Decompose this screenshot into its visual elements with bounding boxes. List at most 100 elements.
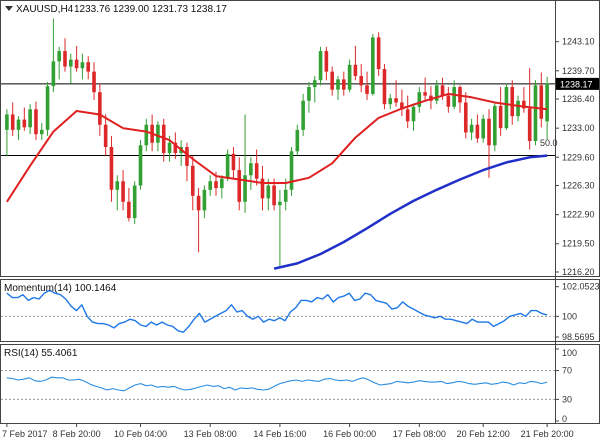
candle (365, 71, 369, 100)
price-axis: 1243.10 1239.70 1236.40 1233.00 1229.60 1226.… (555, 37, 599, 277)
candle (359, 63, 364, 93)
candle (278, 189, 282, 267)
candle (301, 93, 305, 136)
price-tick-label: 1222.90 (562, 210, 595, 220)
rsi-line (6, 376, 548, 392)
time-tick-label: 10 Feb 04:00 (114, 429, 167, 439)
candle (487, 109, 491, 178)
price-tick-label: 1229.60 (562, 152, 595, 162)
candle (51, 18, 56, 93)
candle (417, 87, 422, 113)
candle (405, 95, 410, 129)
candle (504, 83, 509, 130)
rsi-indicator: 100 70 30 0 (1, 348, 577, 424)
price-tick-label: 1236.40 (562, 94, 595, 104)
price-tick-label: 1216.20 (562, 267, 595, 277)
momentum-tick-label: 98.5695 (562, 332, 595, 342)
momentum-title: Momentum(14) 100.1464 (4, 283, 117, 294)
rsi-panel (0, 344, 600, 424)
time-tick-label: 7 Feb 2017 (2, 429, 48, 439)
candle (469, 118, 474, 141)
candle (103, 114, 108, 156)
price-tick-label: 1233.00 (562, 123, 595, 133)
candle (522, 87, 526, 113)
candle (144, 118, 149, 152)
candle (28, 104, 32, 135)
candle (371, 33, 375, 96)
candle (22, 107, 27, 131)
candle (57, 46, 61, 80)
candle (498, 87, 503, 136)
time-tick-label: 17 Feb 08:00 (393, 429, 446, 439)
price-tick-label: 1243.10 (562, 37, 595, 47)
chart-header: XAUUSD,H4 1233.76 1239.00 1231.73 1238.1… (5, 4, 227, 15)
candle (190, 155, 195, 211)
candle (63, 38, 67, 72)
candle (127, 188, 131, 222)
momentum-panel (0, 279, 600, 342)
time-tick-label: 8 Feb 20:00 (53, 429, 101, 439)
candle (400, 89, 404, 117)
candle (132, 181, 137, 225)
last-price-box (556, 77, 599, 90)
time-tick-label: 13 Feb 08:00 (184, 429, 237, 439)
candle (16, 116, 21, 141)
candle (347, 59, 352, 93)
time-tick-label: 16 Feb 00:00 (323, 429, 376, 439)
candle (121, 170, 125, 211)
candle (330, 66, 334, 96)
candle (318, 46, 323, 86)
price-tick-label: 1226.30 (562, 181, 595, 191)
price-tick-label: 1239.70 (562, 66, 595, 76)
candle (336, 75, 340, 100)
candle (376, 32, 381, 76)
sma100-line (273, 154, 548, 270)
dropdown-triangle-icon (5, 6, 13, 11)
ohlc-values: 1233.76 1239.00 1231.73 1238.17 (74, 4, 227, 15)
price-panel (0, 0, 600, 277)
candle (493, 102, 497, 152)
price-tick-label: 1219.50 (562, 239, 595, 249)
candle (533, 80, 538, 146)
candle (353, 45, 358, 81)
rsi-tick-label: 100 (562, 348, 577, 358)
candle (295, 124, 300, 156)
candle (68, 53, 73, 84)
candles (5, 18, 549, 267)
momentum-tick-label: 100 (562, 311, 577, 321)
candle (92, 62, 96, 100)
candle (10, 102, 15, 136)
rsi-tick-label: 70 (562, 366, 572, 376)
candle (527, 68, 532, 150)
candle (289, 146, 294, 196)
candle (109, 135, 114, 202)
candle (516, 95, 520, 122)
candle (307, 81, 311, 113)
candle (475, 114, 480, 143)
moving-averages (6, 92, 548, 270)
sma20-line (6, 92, 548, 203)
candle (39, 123, 44, 141)
last-price-label: 1238.17 (560, 79, 593, 89)
candle (225, 149, 230, 182)
candle (341, 71, 346, 96)
candle (196, 188, 201, 253)
momentum-line (6, 289, 548, 333)
candle (545, 76, 549, 140)
candle (510, 80, 515, 125)
candle (243, 114, 247, 213)
candle (231, 146, 236, 179)
level-label: 50.0 (540, 138, 558, 148)
candle (382, 63, 387, 110)
candle (202, 185, 207, 219)
candle (86, 56, 91, 80)
candle (254, 149, 259, 186)
time-tick-label: 14 Feb 16:00 (253, 429, 306, 439)
candle (394, 80, 398, 107)
candle (423, 77, 427, 100)
candle (98, 83, 102, 136)
candle (34, 101, 38, 141)
candle (260, 165, 265, 211)
candle (539, 72, 544, 128)
candle (312, 75, 317, 103)
